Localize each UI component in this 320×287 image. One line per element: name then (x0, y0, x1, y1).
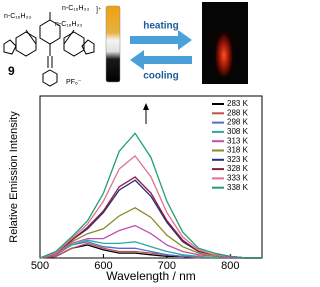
legend-label: 338 K (227, 183, 249, 192)
x-tick-label: 500 (31, 260, 49, 272)
substituent: n-C₁₆H₃₃ (4, 13, 31, 20)
x-tick-label: 800 (221, 260, 239, 272)
vial-photo (105, 5, 121, 83)
x-tick-label: 700 (158, 260, 176, 272)
cooling-label: cooling (143, 71, 179, 82)
substituent: n-C₁₆H₃₃ (62, 5, 89, 12)
legend-label: 318 K (227, 146, 249, 155)
legend-label: 323 K (227, 155, 249, 164)
series-line (39, 132, 262, 259)
legend-label: 313 K (227, 136, 249, 145)
arrow-heating (130, 30, 192, 50)
x-axis-label: Wavelength / nm (106, 269, 196, 283)
legend-label: 308 K (227, 127, 249, 136)
legend-label: 333 K (227, 174, 249, 183)
figure: n-C₁₆H₃₃ n-C₁₆H₃₃ n-C₁₆H₃₃ ]⁺ 9 PF₆⁻ hea… (3, 2, 263, 283)
series-line (39, 224, 262, 259)
charge: ]⁺ (96, 7, 102, 14)
heating-label: heating (143, 21, 179, 32)
y-axis-label: Relative Emission Intensity (8, 111, 20, 243)
arrow-cooling (130, 50, 192, 70)
legend-label: 283 K (227, 99, 249, 108)
emission-glow (215, 30, 233, 76)
plot-frame (39, 95, 263, 259)
substituent: n-C₁₆H₃₃ (55, 21, 82, 28)
x-tick-label: 600 (94, 260, 112, 272)
counterion: PF₆⁻ (66, 79, 82, 86)
legend-label: 298 K (227, 118, 249, 127)
compound-number: 9 (8, 64, 15, 78)
trend-arrow-head (143, 103, 149, 110)
legend-label: 288 K (227, 108, 249, 117)
series-line (39, 207, 262, 259)
legend-label: 328 K (227, 164, 249, 173)
structure (3, 12, 95, 87)
